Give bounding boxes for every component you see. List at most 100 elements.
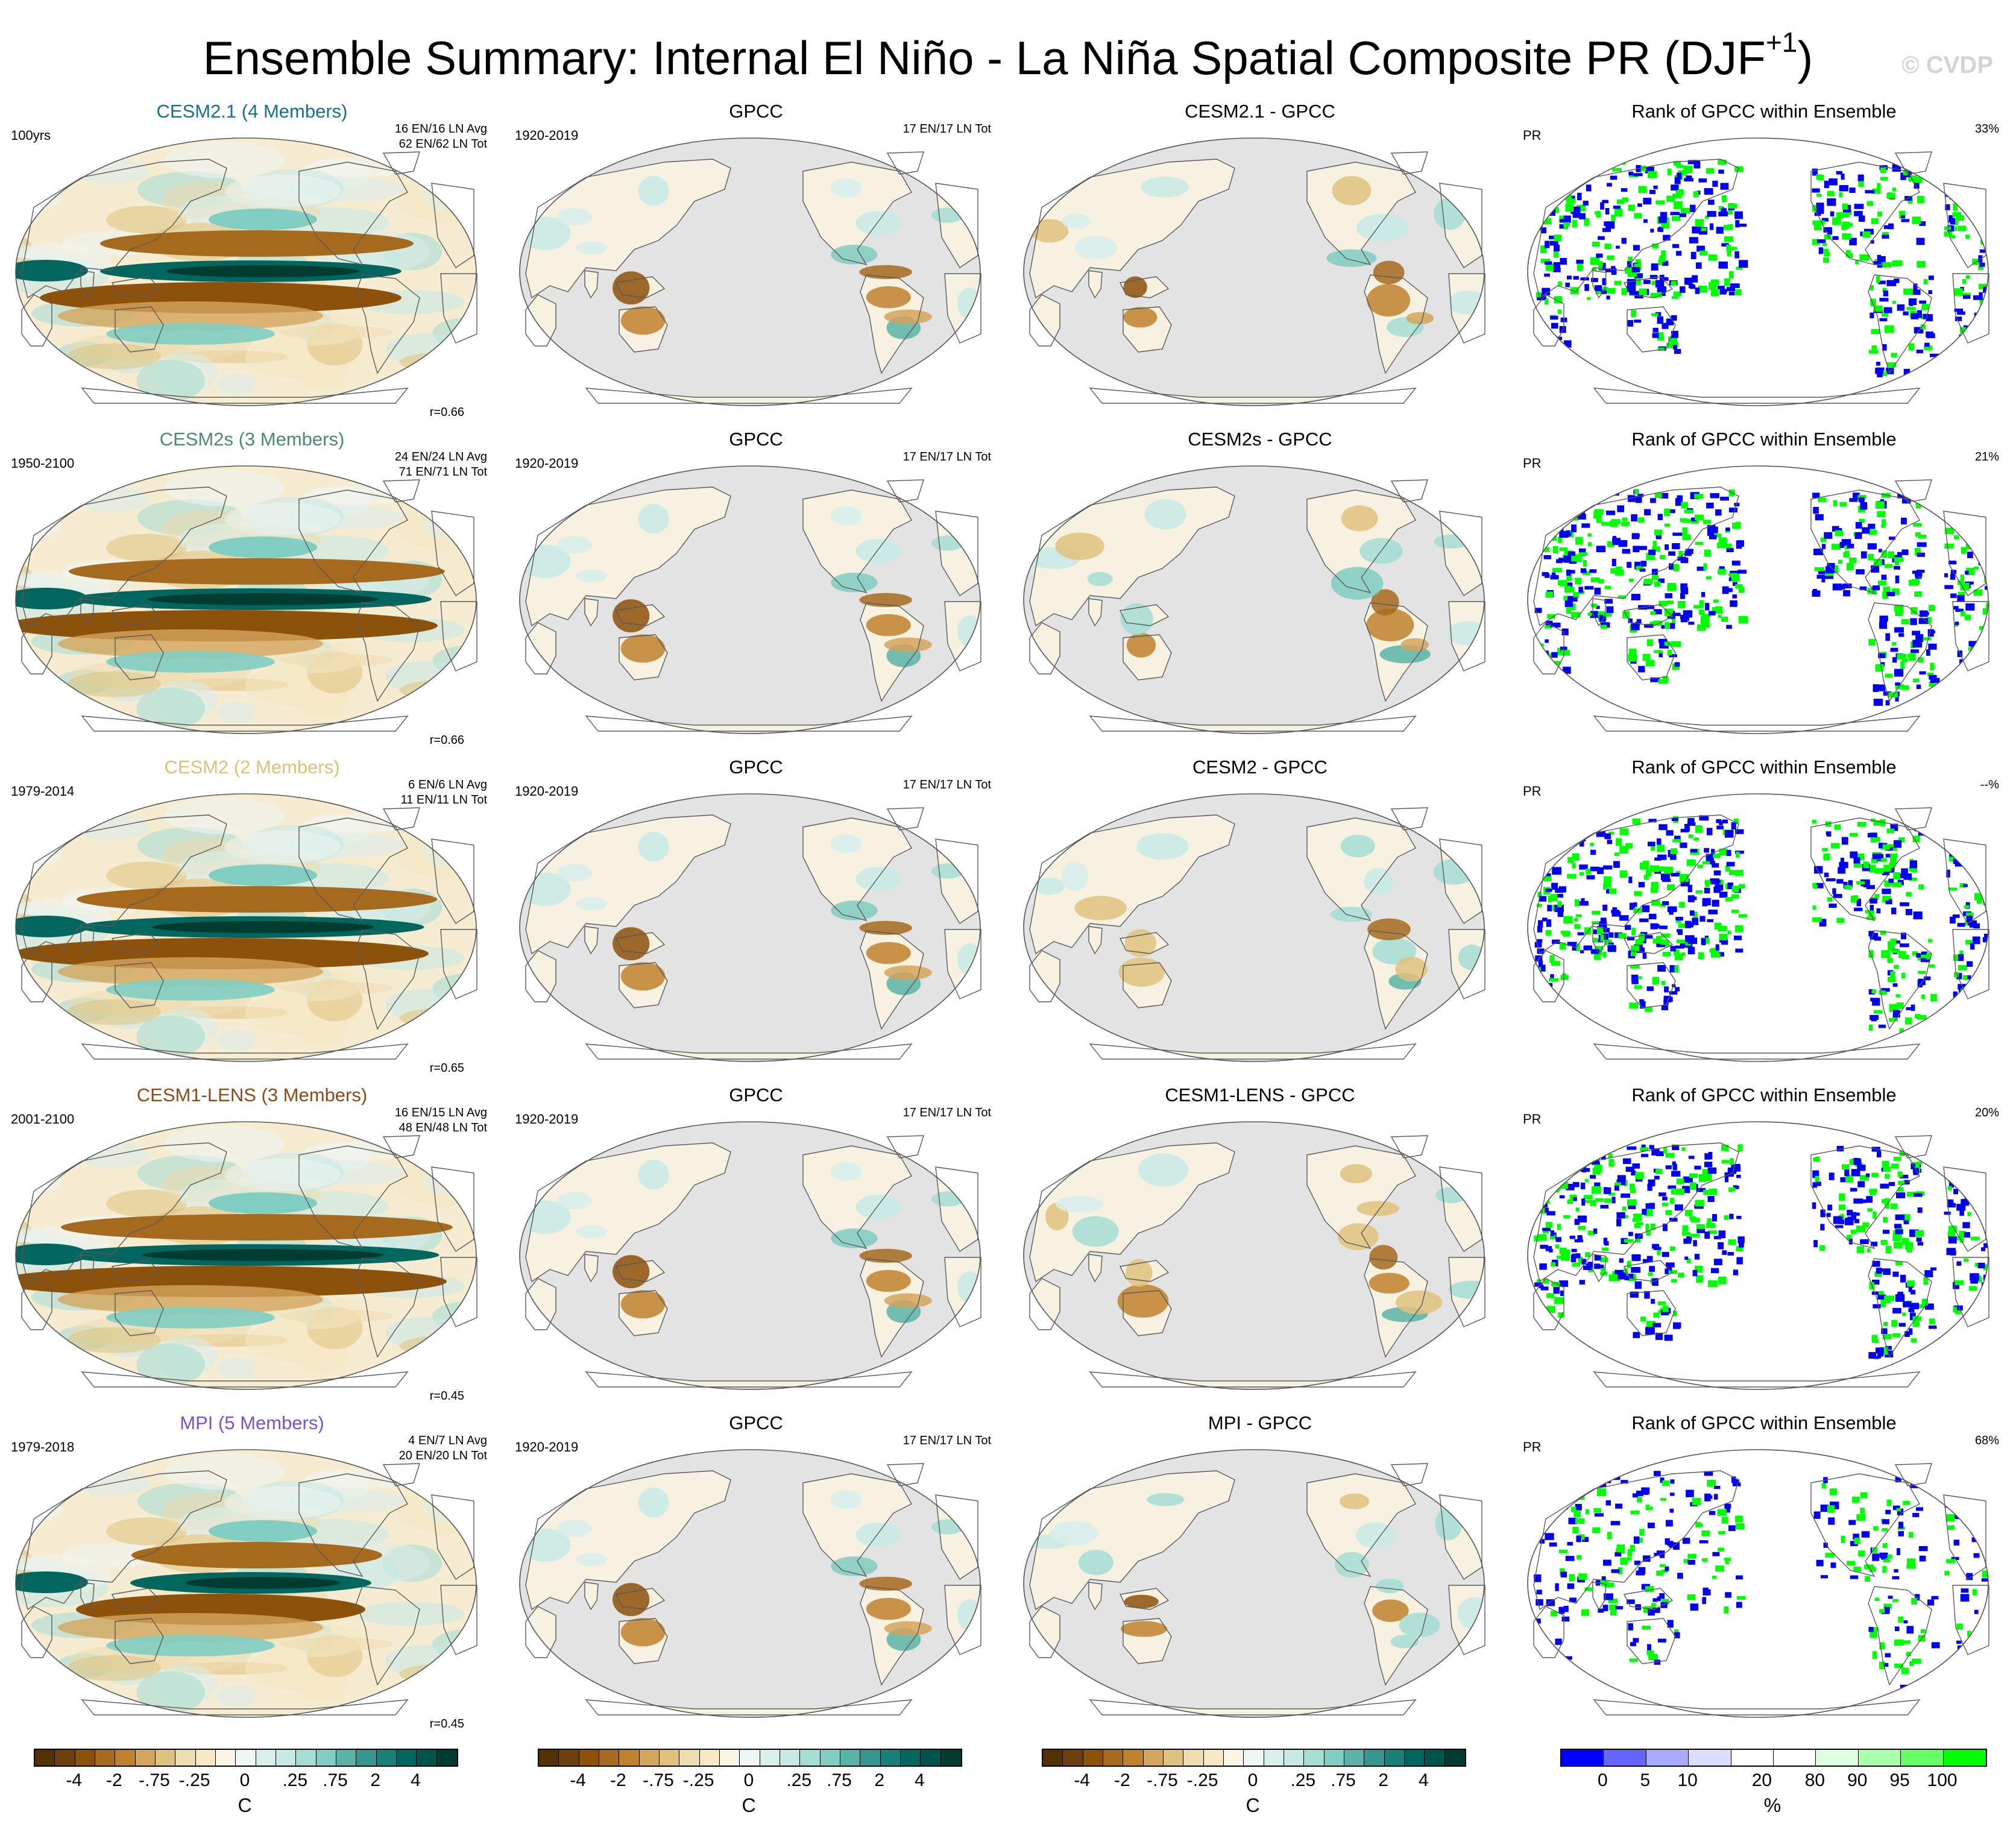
rank-cell: [1720, 497, 1729, 501]
precip-anomaly: [620, 1290, 666, 1319]
rank-cell: [1887, 958, 1893, 963]
rank-cell: [1639, 568, 1646, 572]
rank-cell: [1694, 1254, 1700, 1260]
globe-outline: [1527, 137, 1989, 406]
rank-cell: [1731, 822, 1736, 830]
rank-cell: [1892, 1307, 1901, 1313]
coastline-europe-east: [935, 838, 978, 924]
rank-cell: [1555, 1237, 1562, 1242]
rank-cell: [1856, 1514, 1866, 1521]
rank-cell: [1680, 943, 1690, 948]
rank-cell: [1551, 961, 1561, 966]
coastline-greenland: [1894, 479, 1932, 503]
rank-cell: [1873, 1211, 1877, 1219]
rank-cell: [1860, 551, 1867, 559]
rank-cell: [1931, 483, 1940, 488]
coastline-australia: [1123, 634, 1172, 681]
rank-cell: [1605, 1500, 1611, 1506]
rank-cell: [1663, 234, 1671, 241]
field-blob: [432, 972, 476, 1005]
rank-cell: [1545, 826, 1551, 831]
rank-cell: [1983, 934, 1988, 941]
rank-cell: [1595, 816, 1602, 823]
rank-cell: [1603, 865, 1613, 870]
coastline-europe-east: [1943, 1494, 1986, 1580]
rank-cell: [1867, 832, 1877, 838]
rank-cell: [1693, 1240, 1697, 1247]
coastline-europe-east: [431, 838, 474, 924]
rank-cell: [1634, 1281, 1642, 1289]
rank-cell: [1928, 643, 1937, 650]
coastline-europe-east: [1439, 838, 1482, 924]
rank-cell: [1955, 1310, 1961, 1315]
rank-cell: [1906, 1007, 1912, 1010]
rank-cell: [1918, 498, 1923, 503]
rank-cell: [1648, 1653, 1658, 1661]
rank-cell: [1979, 262, 1985, 267]
colorbar-swatch: [1143, 1750, 1164, 1766]
rank-cell: [1707, 1230, 1718, 1234]
coastline-australia: [619, 962, 668, 1008]
rank-cell: [1582, 1166, 1587, 1173]
rank-cell: [1547, 905, 1552, 911]
coastline-africa-east: [440, 601, 477, 671]
coastline-europe-east: [1943, 1166, 1986, 1252]
rank-cell: [1882, 231, 1889, 237]
rank-cell: [1707, 919, 1714, 922]
coastline-eurasia: [21, 159, 227, 299]
coastline-europe-east: [935, 511, 978, 596]
coastline-africa-east: [1952, 273, 1989, 344]
coastline-antarctica: [585, 388, 913, 404]
rank-cell: [1601, 1247, 1609, 1251]
south-wet-band: [106, 979, 275, 1001]
rank-cell: [1909, 860, 1918, 869]
rank-cell: [1565, 282, 1570, 288]
rank-cell: [1666, 342, 1674, 348]
coastline-eurasia: [525, 1142, 731, 1283]
rank-cell: [1877, 211, 1883, 217]
rank-cell: [1947, 1186, 1952, 1190]
coastline-south-america: [860, 1258, 924, 1358]
precip-anomaly: [1147, 1493, 1185, 1506]
rank-cell: [1535, 955, 1543, 961]
coastline-europe-east: [1943, 511, 1986, 596]
rank-cell: [1542, 1227, 1551, 1231]
rank-cell: [1898, 1616, 1903, 1623]
precip-anomaly: [866, 1597, 911, 1620]
rank-cell: [1912, 1316, 1921, 1321]
rank-cell: [1878, 549, 1882, 553]
diff-title: CESM2.1 - GPCC: [1185, 101, 1335, 122]
colorbar-tick-label: -4: [1074, 1770, 1090, 1790]
precip-anomaly: [576, 1225, 607, 1239]
rank-cell: [1877, 183, 1881, 189]
rank-cell: [1594, 1513, 1604, 1517]
rank-cell: [1673, 160, 1681, 166]
rank-cell: [1910, 607, 1918, 614]
rank-cell: [1725, 1507, 1730, 1513]
rank-cell: [1885, 1245, 1892, 1254]
obs-counts: 17 EN/17 LN Tot: [902, 778, 991, 791]
colorbar-swatches: [1560, 1749, 1987, 1767]
count-line: 6 EN/6 LN Avg: [408, 778, 487, 791]
coastline-africa: [525, 950, 556, 1002]
field-blob: [279, 981, 394, 995]
rank-cell: [1590, 160, 1596, 169]
rank-cell: [1926, 649, 1930, 656]
rank-cell: [1601, 1580, 1609, 1587]
coastline-africa-east: [944, 929, 981, 999]
rank-cell: [1593, 1228, 1598, 1234]
north-wet-band: [209, 536, 317, 558]
rank-cell: [1948, 215, 1953, 223]
rank-cell: [1725, 527, 1730, 532]
colorbar-tick-label: 95: [1889, 1770, 1910, 1790]
land-eurasia: [1030, 1471, 1235, 1609]
rank-cell: [1648, 913, 1657, 920]
rank-cell: [1662, 878, 1671, 882]
model-years: 100yrs: [11, 128, 51, 143]
coastline-north-america: [1810, 489, 1920, 594]
event-counts: 16 EN/15 LN Avg 48 EN/48 LN Tot: [395, 1105, 487, 1136]
rank-cell: [1718, 925, 1727, 932]
rank-cell: [1627, 278, 1636, 286]
indian-ocean-wet: [16, 260, 88, 281]
rank-variable: PR: [1523, 1439, 1542, 1454]
